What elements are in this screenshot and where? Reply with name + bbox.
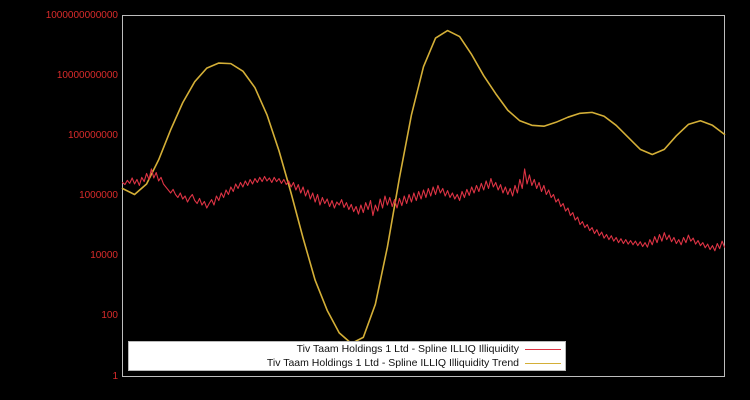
y-tick-label-1: 100 bbox=[101, 310, 118, 322]
y-axis-tick-labels: 1 100 10000 1000000 100000000 10000000000 1000… bbox=[0, 0, 118, 400]
legend-label-trend: Tiv Taam Holdings 1 Ltd - Spline ILLIQ I… bbox=[266, 357, 519, 369]
plot-area-frame bbox=[122, 15, 725, 377]
y-tick-label-5: 10000000000 bbox=[56, 69, 118, 81]
legend-row-illiquidity[interactable]: Tiv Taam Holdings 1 Ltd - Spline ILLIQ I… bbox=[129, 342, 565, 356]
legend-label-illiquidity: Tiv Taam Holdings 1 Ltd - Spline ILLIQ I… bbox=[296, 343, 519, 355]
legend-swatch-illiquidity bbox=[525, 348, 561, 350]
y-tick-label-4: 100000000 bbox=[67, 129, 118, 141]
y-tick-label-2: 10000 bbox=[90, 250, 118, 262]
legend-row-trend[interactable]: Tiv Taam Holdings 1 Ltd - Spline ILLIQ I… bbox=[129, 356, 565, 370]
y-tick-label-6: 1000000000000 bbox=[45, 9, 118, 21]
chart-legend[interactable]: Tiv Taam Holdings 1 Ltd - Spline ILLIQ I… bbox=[128, 341, 566, 371]
series-lines bbox=[121, 29, 726, 345]
illiquidity-line-path bbox=[121, 168, 726, 252]
legend-swatch-trend bbox=[525, 362, 561, 364]
y-tick-label-3: 1000000 bbox=[79, 190, 118, 201]
trend-line-path bbox=[121, 29, 726, 345]
y-tick-label-0: 1 bbox=[112, 370, 118, 382]
